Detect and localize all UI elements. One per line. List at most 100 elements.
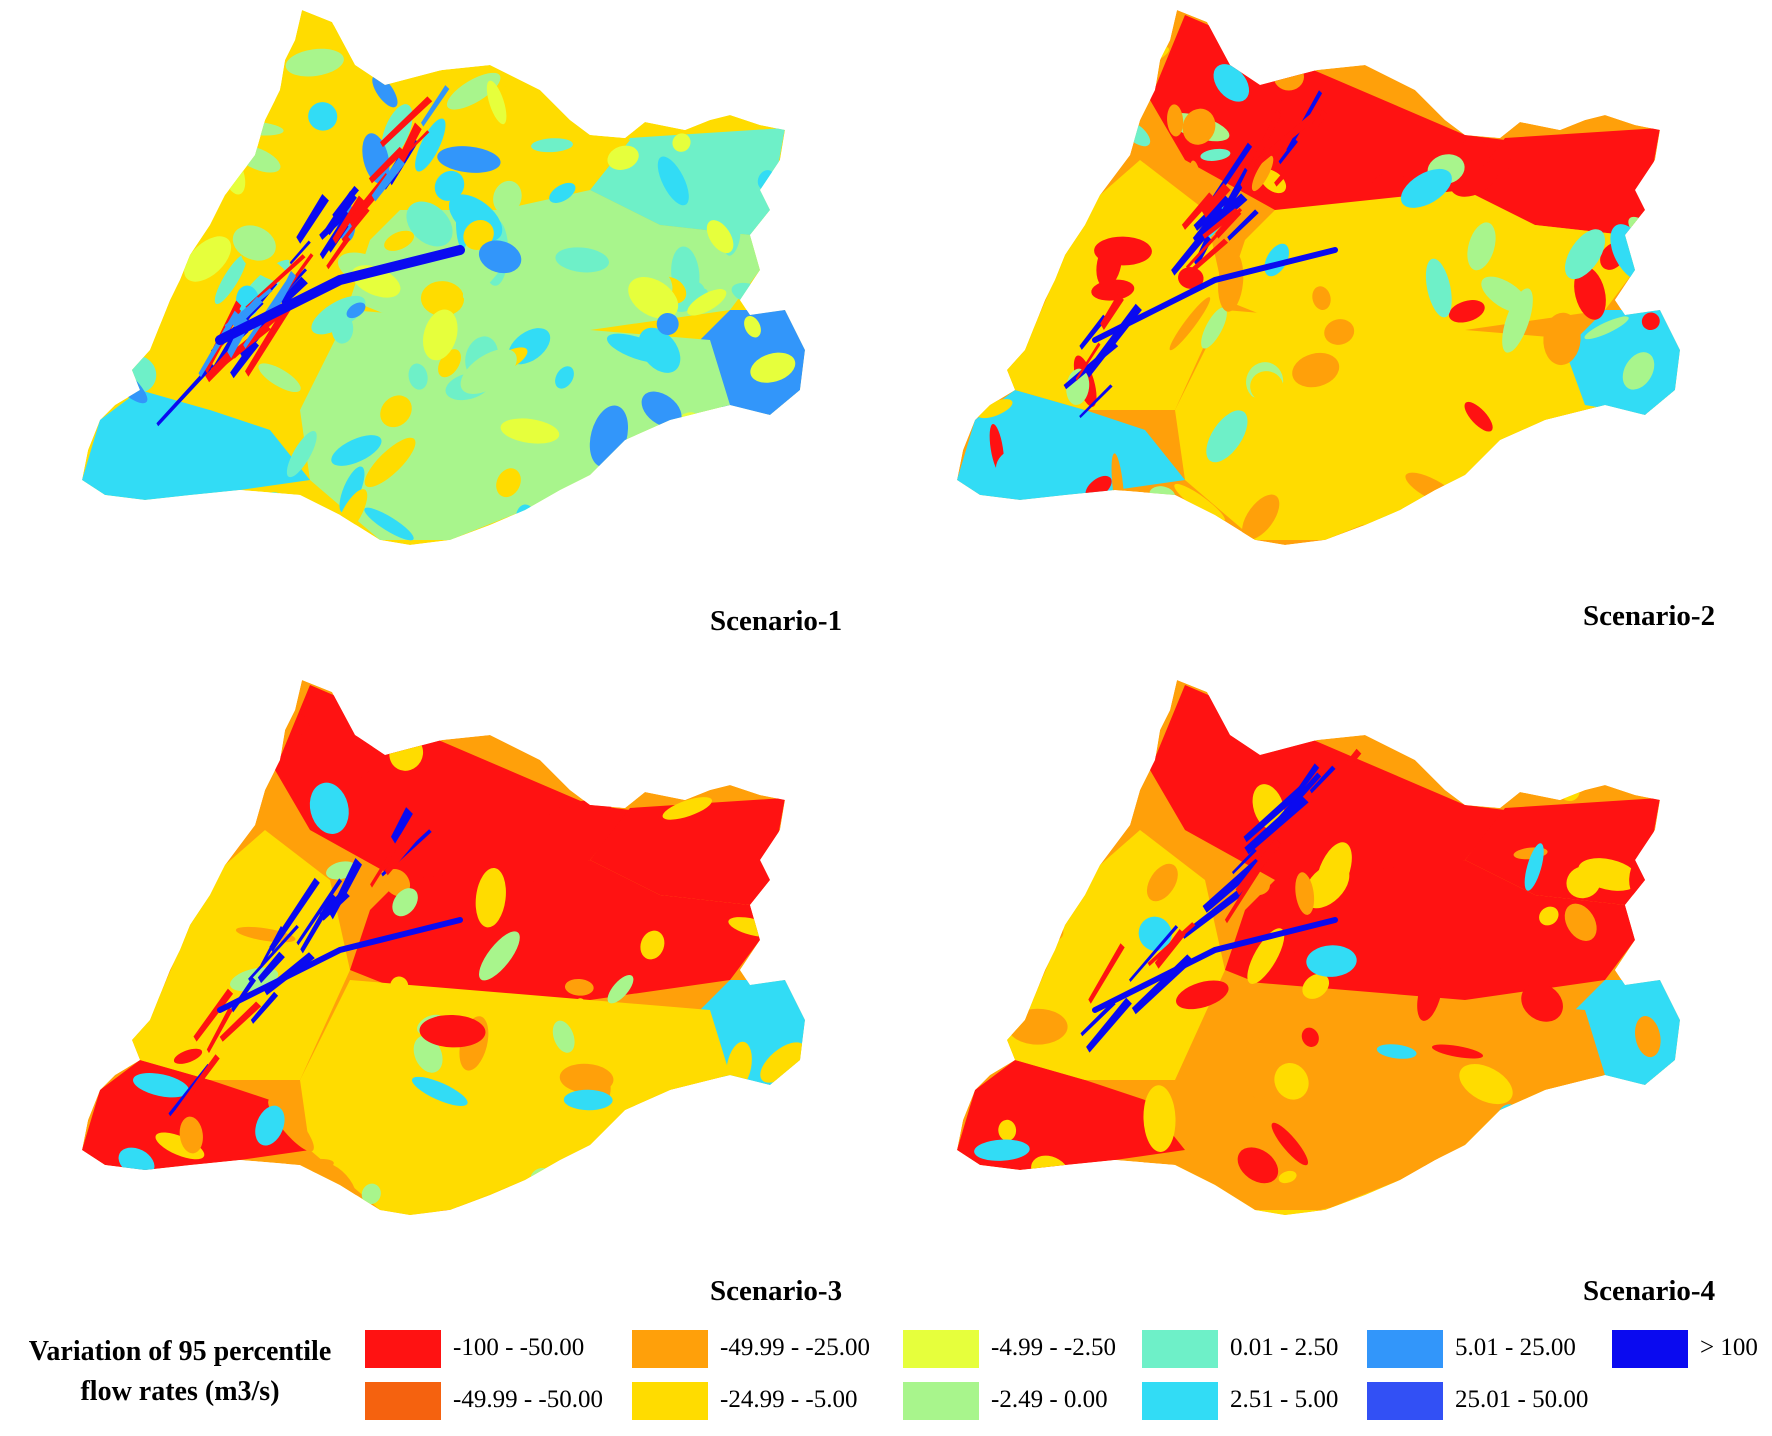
channel-blue [269,877,320,952]
patch-cyan [364,507,414,541]
patch-cyan [555,366,574,389]
patch-cyan [144,752,195,800]
patch-aquamarine [286,431,317,478]
patch-orange [1562,1125,1593,1156]
region-sw [82,390,310,500]
patch-orange [1146,863,1178,902]
patch-aquamarine [97,183,136,222]
scenario-2-label: Scenario-2 [1583,600,1716,632]
patch-orange [1605,705,1647,754]
patch-yellow [764,271,791,286]
patch-aquamarine [1006,144,1038,175]
patch-yellow [1111,864,1133,900]
channel-blue [230,339,259,379]
patch-yellow [1143,1085,1176,1152]
patch-light_green [1628,497,1663,545]
region-west [132,830,350,1080]
legend-label: 5.01 - 25.00 [1455,1334,1576,1361]
patch-yellow [1559,42,1584,78]
patch-cyan [133,1073,189,1098]
patch-orange [179,1116,203,1154]
legend-label: -100 - -50.00 [453,1334,585,1361]
patch-yellow_green [744,315,761,338]
patch-yellow [977,399,1013,419]
patch-cyan [339,466,365,513]
patch-aquamarine [167,115,225,147]
patch-light_green [460,349,517,394]
patch-cyan [98,479,142,495]
patch-light_green [772,454,804,486]
patch-aquamarine [676,42,731,88]
patch-yellow [475,867,506,928]
basin-map-scenario-3 [82,680,805,1215]
main-river-corridor [217,917,463,1013]
channel-red [341,207,370,243]
patch-aquamarine [1599,439,1620,466]
patch-yellow [1250,371,1284,403]
patch-light_green [397,331,426,355]
patch-light_green [479,931,520,981]
patch-yellow [656,702,686,755]
channel-blue [390,139,419,186]
channel-blue [257,951,285,984]
map-fill-layer [957,10,1680,545]
patch-orange [1183,1103,1217,1128]
patch-yellow [1303,393,1337,421]
patch-aquamarine [116,235,149,259]
patch-red [522,880,544,919]
channel-blue [1309,765,1336,794]
patch-orange [559,1063,614,1094]
patch-light_green [232,225,276,261]
patch-aquamarine [680,280,705,301]
patch-aquamarine [331,314,354,344]
patch-sky_blue [478,240,522,274]
patch-light_green [1622,352,1655,390]
patch-orange [1308,1030,1360,1062]
patch-orange [1244,1036,1271,1100]
patch-aquamarine [217,64,269,87]
patch-light_green [968,263,1034,291]
patch-cyan [563,1089,613,1111]
channel-red [326,235,351,270]
legend-label: -49.99 - -25.00 [720,1334,870,1361]
legend-swatch [1612,1330,1688,1368]
channel-sky_blue [371,157,405,202]
map-panel-scenario-1 [70,10,950,670]
patch-cyan [411,1076,468,1106]
map-fill-layer [82,680,805,1215]
legend-swatch [1142,1382,1218,1420]
patch-cyan [1400,168,1452,208]
basin-map-scenario-2 [957,10,1680,545]
patch-yellow [1632,1151,1651,1192]
channel-blue [260,926,284,968]
patch-yellow [498,714,518,735]
legend-swatch [903,1382,979,1420]
channel-blue [1193,194,1230,231]
patch-red [1083,97,1131,113]
patch-red [1008,194,1048,231]
channel-red [176,1054,220,1114]
channel-red [245,301,293,377]
patch-orange [1169,297,1211,351]
patch-sky_blue [641,391,682,428]
patch-light_green [258,363,301,393]
patch-orange [1014,33,1046,71]
region-south [300,980,730,1210]
scenario-4-label: Scenario-4 [1583,1275,1716,1307]
patch-cyan [689,496,718,532]
patch-cyan [309,782,349,834]
patch-light_green [681,437,731,488]
scenario-3-label: Scenario-3 [710,1275,843,1307]
patch-yellow [762,741,797,779]
patch-aquamarine [725,216,743,235]
channel-blue [1129,925,1179,982]
patch-red [1521,983,1563,1022]
patch-aquamarine [555,247,609,273]
region-ne [1465,128,1660,235]
channel-red [1253,109,1322,168]
patch-red [1178,267,1204,289]
patch-yellow [964,146,1014,178]
legend-title: Variation of 95 percentile flow rates (m… [4,1332,356,1412]
patch-light_green [285,48,344,77]
patch-cyan [962,884,1011,919]
